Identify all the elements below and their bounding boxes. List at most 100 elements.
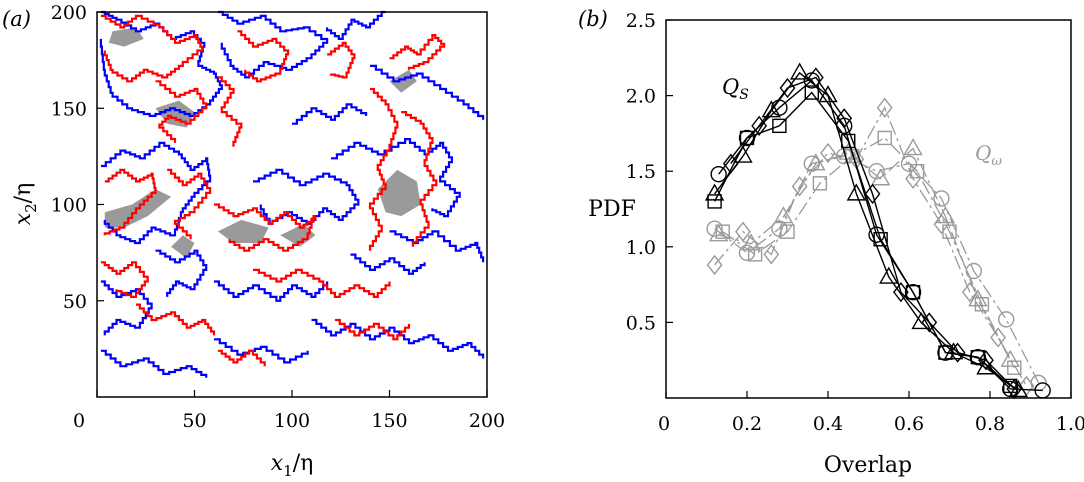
panel-a-ylabel-tail: /η [11,183,36,204]
panel-a-xtick-label: 200 [469,410,505,432]
marker-circle [771,220,788,237]
series-line [713,91,1011,387]
panel-a-blue-contour [100,141,212,245]
panel-a-blue-contour [214,280,329,302]
marker-square [841,133,856,149]
panel-a-xtick-label: 150 [371,410,407,432]
panel-b-ticks: 0 0.2 0.4 0.6 0.8 1.0 0.5 1.0 1.5 2.0 2.5 [626,10,1084,435]
panel-a-blue-contour [326,10,386,40]
panel-b-ytick-label: 1.5 [626,161,656,183]
marker-triangle [846,183,867,201]
series-line [718,147,1011,361]
panel-b-label: (b) [578,7,608,31]
panel-a-xtick-label: 0 [73,410,85,432]
marker-circle [710,166,727,183]
marker-square [938,345,953,360]
panel-a-ylabel: x2/η [11,183,40,226]
marker-diamond [990,327,1006,348]
marker-triangle [911,311,931,330]
marker-diamond [779,77,796,99]
marker-triangle [789,62,810,80]
series-qs-square [707,85,1018,394]
series-qs-diamond [722,67,1023,400]
panel-a-blue-contour [100,280,153,336]
panel-a-ytick-label: 200 [51,2,87,24]
marker-square [1007,360,1022,375]
series-qw-diamond [706,97,1035,397]
panel-a-blue-contour [370,64,485,120]
panel-a-blue-contour [100,349,208,378]
marker-triangle [903,138,923,156]
marker-diamond [807,67,824,88]
panel-b-ytick-label: 1.0 [626,237,656,259]
marker-diamond [763,244,780,265]
panel-b: (b) 0 0.2 0.4 0.6 0.8 1.0 0.5 1.0 1.5 2.0 2.5 Over… [578,7,1084,478]
panel-a-ylabel-sub: 2 [22,203,40,213]
panel-a-fill-region [217,219,269,243]
panel-b-ytick-label: 2.5 [626,10,656,32]
panel-a-xtick-label: 100 [274,410,310,432]
marker-diamond [961,282,978,303]
marker-triangle [879,266,899,284]
panel-a-xlabel-main: x [271,451,284,476]
marker-diamond [893,282,909,303]
panel-a-blue-contour [389,230,485,263]
series-qs-triangle [704,62,1029,398]
panel-a-red-contour [401,111,438,247]
panel-a-blue-contour [292,103,368,125]
panel-a-blue-contour [214,338,309,364]
marker-circle [965,262,982,280]
marker-square [772,118,787,134]
panel-a-red-contour [334,318,411,341]
marker-circle [706,220,723,237]
panel-a-red-contour [217,349,266,367]
panel-a-label: (a) [2,7,31,31]
panel-a-red-contour [155,80,208,143]
panel-b-xtick-label: 0.2 [732,413,762,435]
legend-qw-sub: ω [991,154,1002,169]
marker-circle [738,244,756,262]
marker-triangle [818,85,838,103]
marker-square [715,224,730,239]
marker-circle [868,162,885,180]
panel-a-red-contour [368,87,399,251]
panel-b-ytick-label: 0.5 [626,312,656,334]
panel-b-series [704,62,1051,400]
marker-diamond [735,221,751,242]
panel-a-fill-region [377,169,421,217]
panel-a-ylabel-main: x [11,212,36,225]
legend-qs-main: Q [722,75,739,99]
marker-square [747,247,763,262]
marker-triangle [943,342,964,360]
panel-b-xtick-label: 0.8 [975,413,1005,435]
panel-a-red-contour [237,30,290,83]
panel-b-xlabel: Overlap [824,453,912,478]
marker-diamond [706,254,723,276]
legend-qw-main: Q [975,141,991,165]
legend-qs-sub: S [739,87,749,103]
marker-diamond [921,312,938,333]
panel-a-xtick-label: 50 [182,410,206,432]
panel-a-red-contour [389,34,446,70]
panel-a-ticks: 0 50 100 150 200 50 100 150 200 [51,2,505,432]
marker-diamond [978,350,994,371]
series-line [718,79,1043,392]
panel-a-xlabel-sub: 1 [283,462,293,480]
panel-b-xtick-label: 0 [658,413,670,435]
panel-a-red-contour [167,168,212,240]
series-line [730,76,1015,390]
marker-square [877,130,892,146]
panel-a-red-contour [100,261,149,298]
legend-qs: QS [722,75,749,103]
marker-circle [904,283,922,301]
marker-diamond [836,108,853,129]
marker-diamond [791,176,808,197]
marker-square [739,130,755,146]
panel-a-red-contour [100,14,204,83]
marker-diamond [820,142,836,164]
marker-square [812,176,828,191]
marker-diamond [864,183,881,205]
marker-diamond [905,168,921,189]
marker-diamond [949,342,966,363]
marker-circle [933,190,950,207]
